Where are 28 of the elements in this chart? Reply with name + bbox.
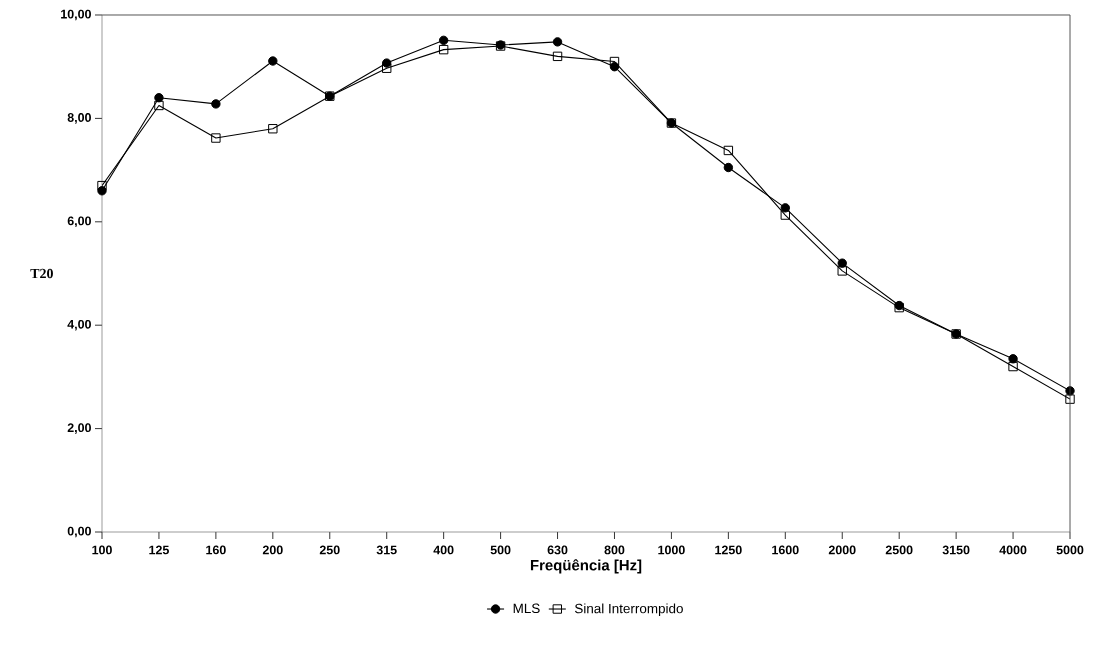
x-tick-label: 2000 [828, 545, 856, 555]
x-axis-title: Freqüência [Hz] [530, 559, 642, 574]
x-tick-label: 3150 [942, 545, 970, 555]
x-tick-label: 200 [262, 545, 283, 555]
x-tick-label: 4000 [999, 545, 1027, 555]
x-tick-label: 1000 [658, 545, 685, 555]
x-tick-label: 2500 [885, 545, 913, 555]
y-axis-title: T20 [30, 268, 53, 279]
x-tick-label: 125 [149, 545, 169, 555]
x-tick-label: 1250 [715, 545, 742, 555]
y-tick-label: 4,00 [67, 319, 91, 331]
y-tick-label: 0,00 [67, 526, 91, 538]
x-tick-label: 160 [206, 545, 226, 555]
x-tick-label: 100 [92, 545, 112, 555]
y-tick-label: 8,00 [67, 113, 91, 124]
x-tick-label: 315 [376, 545, 397, 555]
x-tick-label: 1600 [772, 545, 799, 555]
x-tick-label: 630 [547, 545, 568, 555]
legend-label: Sinal Interrompido [574, 603, 683, 616]
x-tick-label: 800 [604, 545, 625, 555]
x-tick-label: 400 [433, 545, 454, 555]
x-tick-label: 500 [490, 545, 511, 555]
y-tick-label: 2,00 [67, 423, 91, 434]
x-tick-label: 250 [319, 545, 340, 555]
y-tick-label: 10,00 [61, 9, 91, 21]
legend-label: MLS [513, 603, 540, 614]
y-tick-label: 6,00 [67, 216, 91, 228]
x-tick-label: 5000 [1056, 545, 1084, 555]
